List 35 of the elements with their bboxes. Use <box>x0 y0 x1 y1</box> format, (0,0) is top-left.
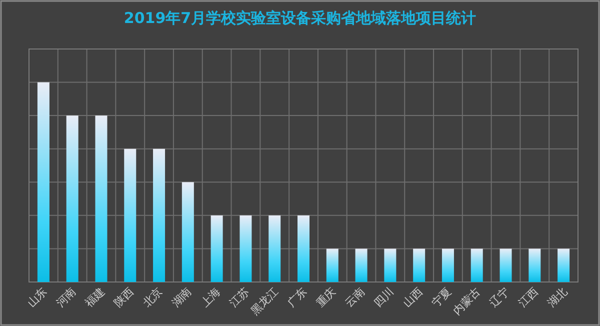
bar <box>326 248 338 282</box>
x-tick-label: 陕西 <box>112 284 136 310</box>
x-tick-label: 山西 <box>400 284 426 310</box>
bar <box>528 248 541 282</box>
x-tick-label: 四川 <box>372 284 396 310</box>
bar <box>298 215 310 282</box>
bar <box>268 215 281 282</box>
x-tick-label: 福建 <box>82 284 108 310</box>
x-tick-label: 辽宁 <box>487 284 512 310</box>
bar <box>442 248 454 282</box>
bar <box>413 248 426 282</box>
x-tick-label: 江西 <box>516 284 541 310</box>
x-tick-label: 北京 <box>140 284 166 310</box>
bar <box>95 116 108 282</box>
x-tick-label: 广东 <box>284 284 310 310</box>
chart-title: 2019年7月学校实验室设备采购省地域落地项目统计 <box>124 9 476 27</box>
bar <box>124 148 136 282</box>
bar <box>153 148 166 282</box>
x-tick-label: 湖北 <box>544 284 570 310</box>
bar <box>470 248 483 282</box>
bar <box>66 116 78 282</box>
x-tick-label: 湖南 <box>169 284 194 310</box>
bar <box>240 215 252 282</box>
x-tick-label: 上海 <box>198 284 223 310</box>
bar <box>384 248 396 282</box>
bar <box>500 248 512 282</box>
bar <box>182 182 194 282</box>
x-tick-label: 山东 <box>24 284 50 310</box>
x-tick-label: 云南 <box>342 284 368 310</box>
bar <box>558 248 570 282</box>
bar <box>355 248 368 282</box>
x-tick-label: 河南 <box>54 284 78 310</box>
bar <box>210 215 223 282</box>
x-tick-label: 重庆 <box>314 284 339 310</box>
bar <box>37 82 50 282</box>
